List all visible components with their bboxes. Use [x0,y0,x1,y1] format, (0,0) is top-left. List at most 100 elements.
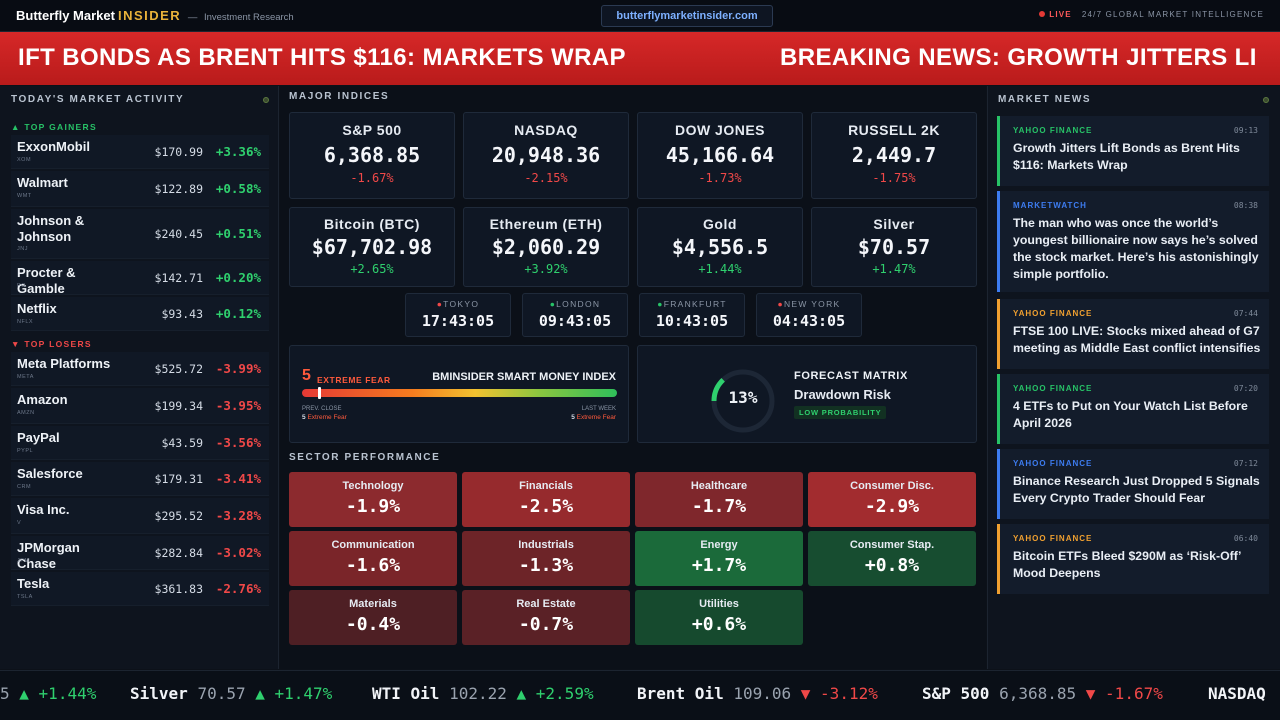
stock-change: +0.58% [215,181,261,196]
sector-value: -1.7% [691,496,747,517]
site-url-link[interactable]: butterflymarketinsider.com [601,5,773,27]
bottom-ticker: 5 ▲ +1.44% Silver 70.57 ▲ +1.47% WTI Oil 1… [0,670,1280,720]
stock-change: +0.12% [215,306,261,321]
sector-tile[interactable]: Healthcare -1.7% [635,472,803,527]
clock-time: 17:43:05 [421,312,495,330]
ticker-change: ▲ +1.44% [19,684,97,703]
sector-tile[interactable]: Communication -1.6% [289,531,457,586]
ticker-name: S&P 500 [922,684,990,703]
index-value: $70.57 [857,235,931,259]
index-value: $2,060.29 [491,235,601,259]
sector-tile[interactable]: Utilities +0.6% [635,590,803,645]
stock-row[interactable]: ExxonMobil XOM $170.99 +3.36% [11,135,269,169]
stock-row[interactable]: JPMorgan Chase JPM $282.84 -3.02% [11,536,269,571]
news-item[interactable]: YAHOO FINANCE 09:13 Growth Jitters Lift Bo… [997,116,1269,186]
stock-row[interactable]: Netflix NFLX $93.43 +0.12% [11,297,269,331]
clock-dot-icon: ● [549,299,557,309]
sector-value: +0.8% [864,555,920,576]
top-losers-heading: ▼ TOP LOSERS [11,339,92,349]
sector-tile[interactable]: Real Estate -0.7% [462,590,630,645]
stock-row[interactable]: Amazon AMZN $199.34 -3.95% [11,388,269,424]
ticker-item[interactable]: WTI Oil 102.22 ▲ +2.59% [372,684,594,703]
index-card[interactable]: Silver $70.57 +1.47% [811,207,977,287]
sector-value: +1.7% [691,555,747,576]
sector-tile[interactable]: Consumer Stap. +0.8% [808,531,976,586]
index-card[interactable]: Ethereum (ETH) $2,060.29 +3.92% [463,207,629,287]
stock-row[interactable]: PayPal PYPL $43.59 -3.56% [11,426,269,460]
ticker-price: 102.22 [449,684,507,703]
index-name: Silver [873,216,915,232]
stock-price: $240.45 [154,227,203,241]
sector-name: Technology [342,480,404,492]
smart-money-index-card[interactable]: 5 EXTREME FEAR BMINSIDER SMART MONEY IND… [289,345,629,443]
index-name: RUSSELL 2K [848,122,940,138]
clock-london: ●LONDON 09:43:05 [522,293,628,337]
prev-close-label: PREV. CLOSE [302,406,342,412]
stock-price: $122.89 [154,182,203,196]
stock-row[interactable]: Johnson & Johnson JNJ $240.45 +0.51% [11,209,269,259]
sector-name: Healthcare [690,480,748,492]
index-name: Bitcoin (BTC) [324,216,420,232]
index-change: +2.65% [350,262,394,276]
stock-name: Netflix [17,301,57,316]
ticker-item[interactable]: 5 ▲ +1.44% [0,684,96,703]
sector-tile[interactable]: Consumer Disc. -2.9% [808,472,976,527]
stock-row[interactable]: Salesforce CRM $179.31 -3.41% [11,462,269,496]
brand-logo[interactable]: Butterfly Market INSIDER — Investment Res… [16,8,294,23]
index-card[interactable]: Bitcoin (BTC) $67,702.98 +2.65% [289,207,455,287]
stock-change: +3.36% [215,144,261,159]
ticker-name: Brent Oil [637,684,724,703]
sector-value: -2.9% [864,496,920,517]
breaking-news-banner[interactable]: IFT BONDS AS BRENT HITS $116: MARKETS WR… [0,32,1280,85]
clock-tokyo: ●TOKYO 17:43:05 [405,293,511,337]
ticker-item[interactable]: Silver 70.57 ▲ +1.47% [130,684,332,703]
index-name: Gold [703,216,737,232]
ticker-change: ▲ +1.47% [255,684,333,703]
fear-value: 5 [302,367,311,384]
news-source: YAHOO FINANCE [1013,126,1093,135]
fear-label: EXTREME FEAR [317,375,391,385]
stock-price: $142.71 [154,271,203,285]
index-card[interactable]: Gold $4,556.5 +1.44% [637,207,803,287]
index-change: +1.47% [872,262,916,276]
stock-price: $170.99 [154,145,203,159]
ticker-item[interactable]: NASDAQ [1208,684,1266,703]
index-card[interactable]: NASDAQ 20,948.36 -2.15% [463,112,629,199]
forecast-matrix-card[interactable]: 13% FORECAST MATRIX Drawdown Risk LOW PR… [637,345,977,443]
index-card[interactable]: S&P 500 6,368.85 -1.67% [289,112,455,199]
market-news-title: MARKET NEWS [998,94,1092,105]
news-item[interactable]: YAHOO FINANCE 07:12 Binance Research Just … [997,449,1269,519]
news-source: YAHOO FINANCE [1013,309,1093,318]
stock-row[interactable]: Tesla TSLA $361.83 -2.76% [11,572,269,606]
news-item[interactable]: MARKETWATCH 08:38 The man who was once the… [997,191,1269,292]
stock-name: ExxonMobil [17,139,90,154]
stock-ticker: JNJ [17,246,28,252]
news-item[interactable]: YAHOO FINANCE 07:20 4 ETFs to Put on Your … [997,374,1269,444]
sector-tile[interactable]: Industrials -1.3% [462,531,630,586]
stock-name: Meta Platforms [17,356,111,371]
news-item[interactable]: YAHOO FINANCE 07:44 FTSE 100 LIVE: Stocks … [997,299,1269,369]
stock-row[interactable]: Walmart WMT $122.89 +0.58% [11,171,269,207]
stock-row[interactable]: Procter & Gamble PG $142.71 +0.20% [11,261,269,296]
sector-tile[interactable]: Technology -1.9% [289,472,457,527]
forecast-percent: 13% [728,388,758,407]
clock-new-york: ●NEW YORK 04:43:05 [756,293,862,337]
sector-tile[interactable]: Materials -0.4% [289,590,457,645]
live-dot-icon [1039,11,1046,17]
stock-row[interactable]: Visa Inc. V $295.52 -3.28% [11,498,269,534]
index-value: 6,368.85 [323,143,421,167]
stock-price: $525.72 [154,362,203,376]
stock-row[interactable]: Meta Platforms META $525.72 -3.99% [11,352,269,386]
index-change: +3.92% [524,262,568,276]
index-card[interactable]: DOW JONES 45,166.64 -1.73% [637,112,803,199]
ticker-name: NASDAQ [1208,684,1266,703]
last-week-value: 5 Extreme Fear [571,414,616,421]
sector-tile[interactable]: Energy +1.7% [635,531,803,586]
sector-tile[interactable]: Financials -2.5% [462,472,630,527]
stock-price: $43.59 [161,436,203,450]
ticker-item[interactable]: Brent Oil 109.06 ▼ -3.12% [637,684,878,703]
index-card[interactable]: RUSSELL 2K 2,449.7 -1.75% [811,112,977,199]
ticker-item[interactable]: S&P 500 6,368.85 ▼ -1.67% [922,684,1163,703]
sector-value: -2.5% [518,496,574,517]
news-item[interactable]: YAHOO FINANCE 06:40 Bitcoin ETFs Bleed $29… [997,524,1269,594]
